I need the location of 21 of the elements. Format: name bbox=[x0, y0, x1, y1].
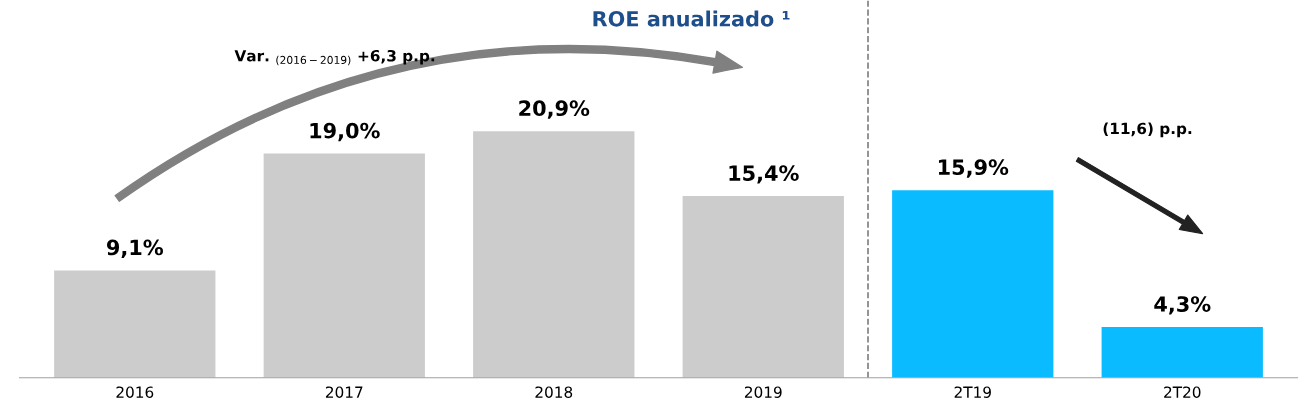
bar bbox=[263, 153, 425, 378]
x-tick-label: 2017 bbox=[325, 386, 363, 398]
data-label: 4,3% bbox=[1154, 296, 1211, 315]
data-label: 19,0% bbox=[310, 122, 380, 142]
x-tick-label: 2T20 bbox=[1164, 386, 1201, 398]
bar bbox=[892, 190, 1054, 378]
chart-title: ROE anualizado ¹ bbox=[593, 10, 790, 27]
bar bbox=[473, 131, 635, 378]
text: Var. $_{(2016−2019)}$ +6,3 p.p. bbox=[234, 49, 435, 66]
data-label: 9,1% bbox=[106, 239, 164, 258]
bar bbox=[1101, 327, 1263, 378]
data-label: 15,9% bbox=[938, 159, 1009, 178]
bar bbox=[682, 196, 844, 378]
x-tick-label: 2T19 bbox=[954, 386, 991, 398]
bar bbox=[54, 270, 216, 378]
x-tick-label: 2018 bbox=[535, 386, 573, 398]
x-tick-label: 2019 bbox=[744, 386, 782, 398]
x-tick-label: 2016 bbox=[116, 386, 154, 398]
annotation: (11,6) p.p. bbox=[1103, 122, 1192, 138]
data-label: 20,9% bbox=[519, 100, 590, 119]
data-label: 15,4% bbox=[729, 165, 799, 184]
